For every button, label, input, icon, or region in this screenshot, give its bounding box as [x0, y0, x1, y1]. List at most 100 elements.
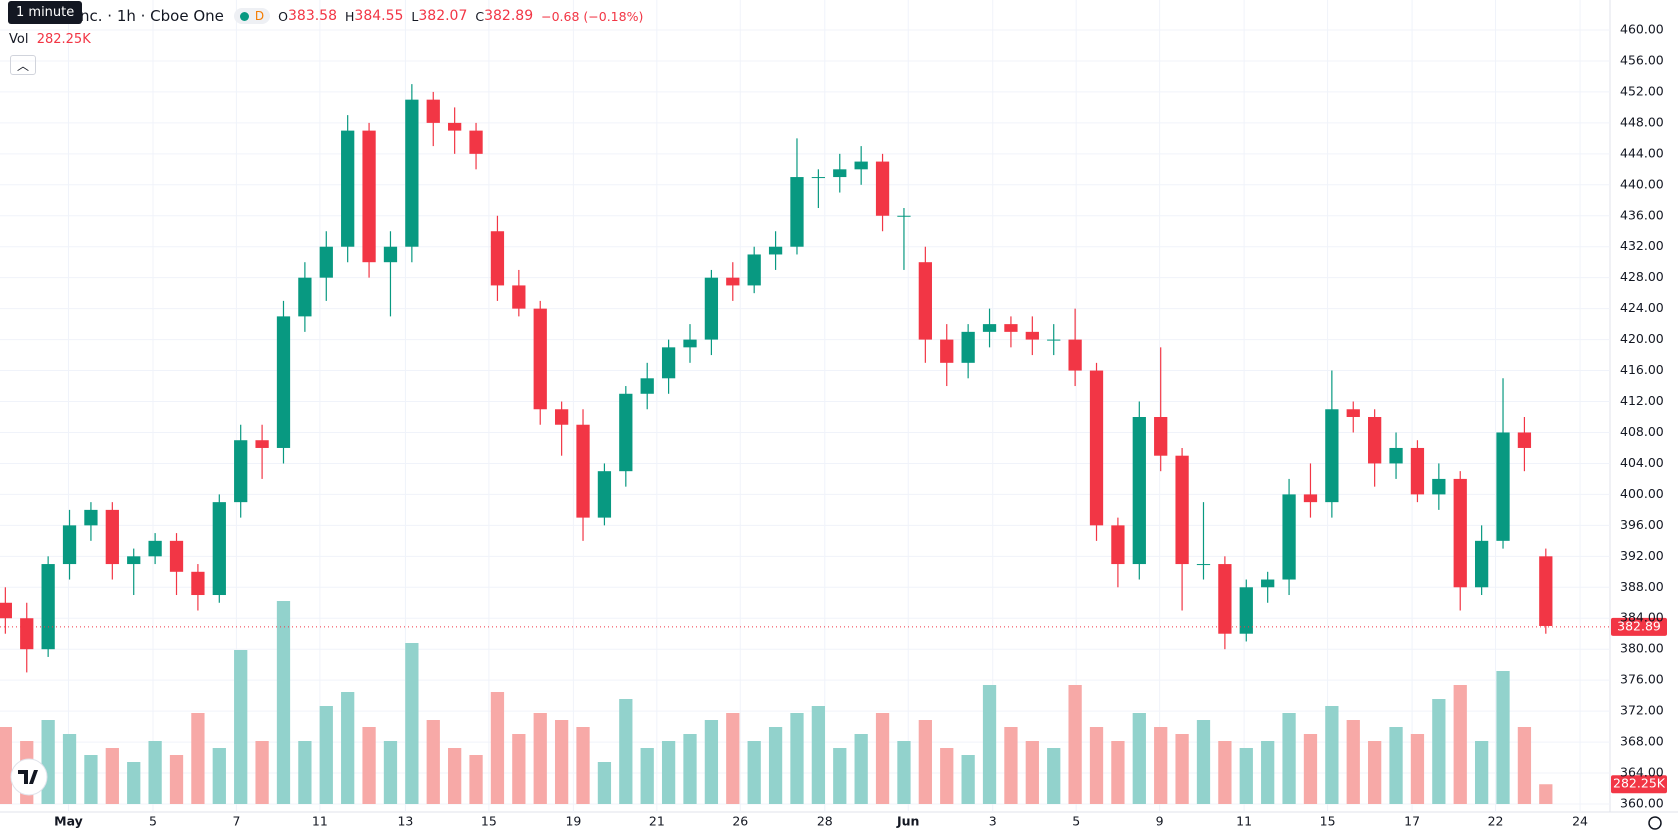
candle-body — [747, 254, 761, 286]
candle-body — [1047, 339, 1061, 341]
candle-body — [576, 424, 590, 518]
change: −0.68 (−0.18%) — [541, 8, 644, 24]
volume-bar — [768, 727, 783, 804]
vol-label: Vol — [9, 32, 29, 47]
candle-body — [940, 339, 954, 363]
volume-bar — [833, 748, 847, 804]
volume-bar — [319, 706, 333, 804]
collapse-button[interactable]: ︿ — [10, 55, 36, 75]
candle-body — [0, 602, 12, 619]
volume-bar — [62, 734, 77, 804]
candle-body — [597, 471, 612, 518]
c-value: 382.89 — [484, 8, 534, 24]
y-tick-label: 380.00 — [1620, 641, 1664, 656]
candle-body — [961, 331, 975, 363]
volume-bar — [1517, 727, 1532, 804]
volume-bar — [1175, 734, 1189, 804]
x-tick-label: 15 — [481, 814, 497, 829]
volume-bar — [1196, 720, 1211, 804]
x-tick-label: 15 — [1320, 814, 1336, 829]
candle-body — [1325, 409, 1339, 503]
y-tick-label: 448.00 — [1620, 114, 1664, 129]
logo-mark — [18, 770, 38, 784]
h-label: H — [345, 8, 355, 24]
candle-body — [148, 540, 162, 557]
candle-body — [661, 347, 676, 379]
y-tick-label: 428.00 — [1620, 269, 1664, 284]
volume-bar — [191, 713, 205, 804]
logo[interactable] — [10, 758, 48, 796]
x-tick-label: 13 — [397, 814, 413, 829]
candle-body — [683, 339, 697, 348]
y-tick-label: 460.00 — [1620, 22, 1664, 37]
candle-body — [1539, 556, 1553, 626]
x-tick-label: 22 — [1488, 814, 1504, 829]
y-tick-label: 408.00 — [1620, 424, 1664, 439]
volume-bar — [918, 720, 932, 804]
volume-bar — [1474, 741, 1489, 804]
x-tick-label: 19 — [565, 814, 581, 829]
y-tick-label: 432.00 — [1620, 238, 1664, 253]
x-tick-label: 26 — [732, 814, 748, 829]
x-tick-label: May — [54, 814, 83, 829]
volume-bar — [1346, 720, 1360, 804]
price-tag-bg — [1611, 617, 1667, 636]
candle-body — [1111, 525, 1125, 565]
candle-body — [1368, 417, 1382, 464]
volume-bar — [875, 713, 890, 804]
y-tick-label: 360.00 — [1620, 796, 1664, 811]
volume-bar — [726, 713, 740, 804]
volume-bar — [1368, 741, 1382, 804]
candle-body — [640, 378, 654, 394]
y-tick-label: 440.00 — [1620, 176, 1664, 191]
y-tick-label: 388.00 — [1620, 579, 1664, 594]
candle-body — [1474, 540, 1489, 588]
volume-bar — [640, 748, 654, 804]
volume-bar — [1004, 727, 1018, 804]
x-tick-label: 5 — [149, 814, 157, 829]
y-tick-label: 384.00 — [1620, 610, 1664, 625]
volume-bar — [298, 741, 312, 804]
candle-body — [1004, 324, 1018, 332]
volume-bar — [41, 720, 55, 804]
candle-body — [62, 525, 77, 565]
candle-body — [405, 99, 419, 247]
volume-bar — [554, 720, 569, 804]
l-label: L — [411, 8, 419, 24]
candle-body — [1496, 432, 1510, 541]
volume-bar — [854, 734, 868, 804]
volume-bar — [1218, 741, 1232, 804]
volume-tag-bg — [1611, 775, 1667, 794]
volume-bar — [84, 755, 98, 804]
price-axis-bg — [1610, 0, 1678, 835]
volume-bar — [255, 741, 269, 804]
candle-body — [726, 277, 740, 286]
candle-body — [1389, 447, 1403, 464]
volume-bar — [341, 692, 355, 804]
volume-bar — [276, 601, 291, 804]
vol-value: 282.25K — [36, 32, 91, 47]
y-tick-label: 436.00 — [1620, 207, 1664, 222]
candle-body — [490, 231, 505, 286]
candle-body — [383, 246, 398, 263]
volume-bar — [683, 734, 697, 804]
y-tick-label: 368.00 — [1620, 734, 1664, 749]
settings-button[interactable] — [1648, 816, 1662, 830]
candle-body — [169, 540, 184, 572]
volume-bar — [619, 699, 633, 804]
volume-bar — [426, 720, 440, 804]
h-value: 384.55 — [354, 8, 404, 24]
candle-body — [875, 161, 890, 216]
volume-bar — [790, 713, 804, 804]
x-tick-label: 3 — [989, 814, 997, 829]
volume-bar — [940, 748, 954, 804]
candle-body — [20, 618, 34, 650]
candle-body — [811, 177, 826, 179]
l-value: 382.07 — [418, 8, 468, 24]
volume-bar — [576, 727, 590, 804]
volume-bar — [1239, 748, 1253, 804]
volume-bar — [469, 755, 483, 804]
volume-bar — [1539, 784, 1553, 804]
